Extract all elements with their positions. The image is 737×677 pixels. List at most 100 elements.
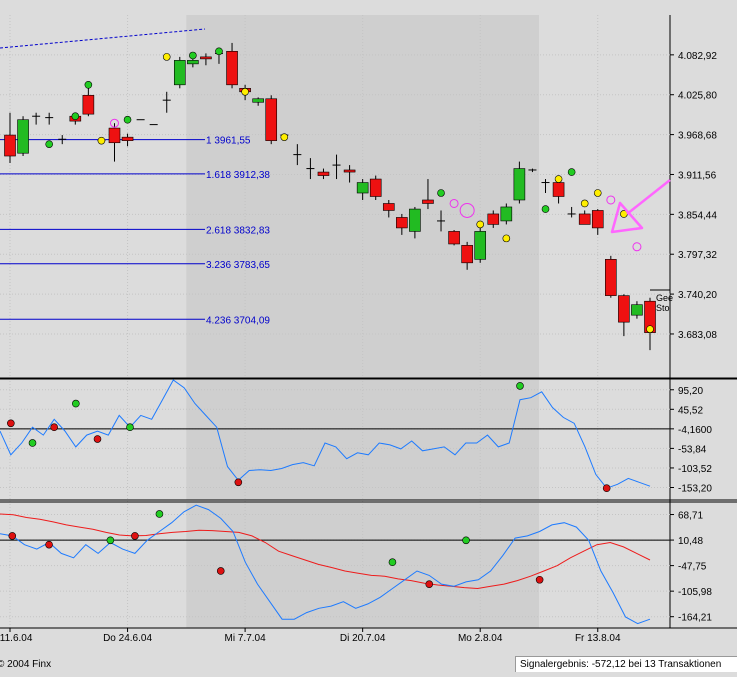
candle-body xyxy=(200,56,212,60)
signal-marker xyxy=(449,198,459,208)
candle-body xyxy=(4,134,16,157)
signal-marker xyxy=(280,133,289,141)
y-tick-label: -105,98 xyxy=(678,587,712,598)
y-tick-label: 45,52 xyxy=(678,405,703,416)
signal-marker xyxy=(606,195,616,205)
indicator1-line xyxy=(0,379,651,489)
candle-body xyxy=(317,171,330,176)
indicator2-marker xyxy=(535,575,544,584)
indicator2-marker xyxy=(425,580,434,588)
signal-marker xyxy=(109,118,119,128)
x-tick-label: Di 20.7.04 xyxy=(340,633,386,644)
indicator2-line xyxy=(0,513,651,590)
candle-body xyxy=(448,231,460,245)
candle-body xyxy=(591,210,604,229)
indicator1-marker xyxy=(93,435,102,443)
x-tick-label: Fr 11.6.04 xyxy=(0,633,33,644)
candle-body xyxy=(356,182,369,194)
indicator2-marker xyxy=(45,540,53,549)
signal-marker xyxy=(593,189,602,197)
candle-body xyxy=(552,182,565,197)
signal-marker xyxy=(502,234,511,243)
indicator1-marker xyxy=(234,478,243,487)
candle-body xyxy=(187,60,199,65)
fib-label: 2.618 3832,83 xyxy=(206,225,270,236)
y-tick-label: -103,52 xyxy=(678,464,712,475)
annotation-arrow xyxy=(610,179,671,234)
signal-marker xyxy=(632,242,642,252)
signal-marker xyxy=(580,199,589,208)
y-tick-label: 3.968,68 xyxy=(678,131,717,142)
candle-body xyxy=(631,304,643,316)
candle-body xyxy=(513,168,526,201)
y-tick-label: 3.911,56 xyxy=(678,170,717,181)
indicator2-marker xyxy=(131,532,139,540)
candle-body xyxy=(173,60,186,86)
candle-body xyxy=(343,169,356,173)
y-tick-label: 3.683,08 xyxy=(678,330,717,341)
signal-marker xyxy=(541,205,550,213)
candle-body xyxy=(17,119,29,154)
signal-marker xyxy=(162,53,171,61)
x-tick-label: Fr 13.8.04 xyxy=(575,633,621,644)
y-tick-label: 4.082,92 xyxy=(678,51,717,62)
indicator2-marker xyxy=(155,510,164,518)
trend-line xyxy=(0,28,206,49)
truncated-label: Sto xyxy=(656,303,670,313)
signal-marker xyxy=(84,81,93,89)
y-tick-label: 68,71 xyxy=(678,511,703,522)
candle-body xyxy=(474,231,487,260)
indicator2-marker xyxy=(216,567,225,575)
indicator2-line xyxy=(0,504,651,625)
candle-body xyxy=(226,50,238,86)
candle-body xyxy=(121,136,134,141)
indicator1-marker xyxy=(516,382,524,390)
y-tick-label: 10,48 xyxy=(678,536,703,547)
candle-body xyxy=(108,127,121,144)
signal-marker xyxy=(123,115,132,124)
signal-marker xyxy=(437,189,445,197)
y-tick-label: -47,75 xyxy=(678,562,707,573)
indicator2-marker xyxy=(388,558,397,567)
candle-body xyxy=(618,295,630,323)
indicator1-marker xyxy=(126,423,134,432)
y-tick-label: 3.854,44 xyxy=(678,210,717,221)
y-tick-label: 95,20 xyxy=(678,386,703,397)
indicator1-marker xyxy=(28,439,37,447)
indicator2-marker xyxy=(462,536,470,545)
candle-body xyxy=(422,199,434,204)
candle-body xyxy=(265,98,278,141)
y-tick-label: 4.025,80 xyxy=(678,91,717,102)
signal-marker xyxy=(97,136,106,145)
footer-result: Signalergebnis: -572,12 bei 13 Transakti… xyxy=(515,656,737,672)
fib-label: 1 3961,55 xyxy=(206,136,251,147)
y-tick-label: -164,21 xyxy=(678,613,712,624)
candle-body xyxy=(487,213,500,225)
indicator2-marker xyxy=(106,536,115,545)
signal-marker xyxy=(71,112,80,121)
fib-label: 1.618 3912,38 xyxy=(206,170,270,181)
signal-marker xyxy=(189,51,197,60)
signal-marker xyxy=(45,140,53,148)
candle-body xyxy=(578,213,591,225)
indicator1-marker xyxy=(72,399,80,408)
signal-marker xyxy=(241,87,249,96)
candle-body xyxy=(461,245,473,264)
x-tick-label: Mo 2.8.04 xyxy=(458,633,503,644)
signal-marker xyxy=(646,325,654,333)
y-tick-label: -4,1600 xyxy=(678,425,712,436)
fib-label: 4.236 3704,09 xyxy=(206,315,270,326)
candle-body xyxy=(382,203,395,211)
candle-body xyxy=(500,206,513,222)
indicator1-marker xyxy=(7,419,15,428)
signal-marker xyxy=(459,202,475,218)
signal-marker xyxy=(215,47,223,56)
indicator1-marker xyxy=(602,484,611,492)
candle-body xyxy=(605,259,617,296)
indicator1-marker xyxy=(50,423,58,432)
indicator2-marker xyxy=(8,532,17,540)
candle-body xyxy=(369,178,382,197)
candle-body xyxy=(82,94,95,115)
